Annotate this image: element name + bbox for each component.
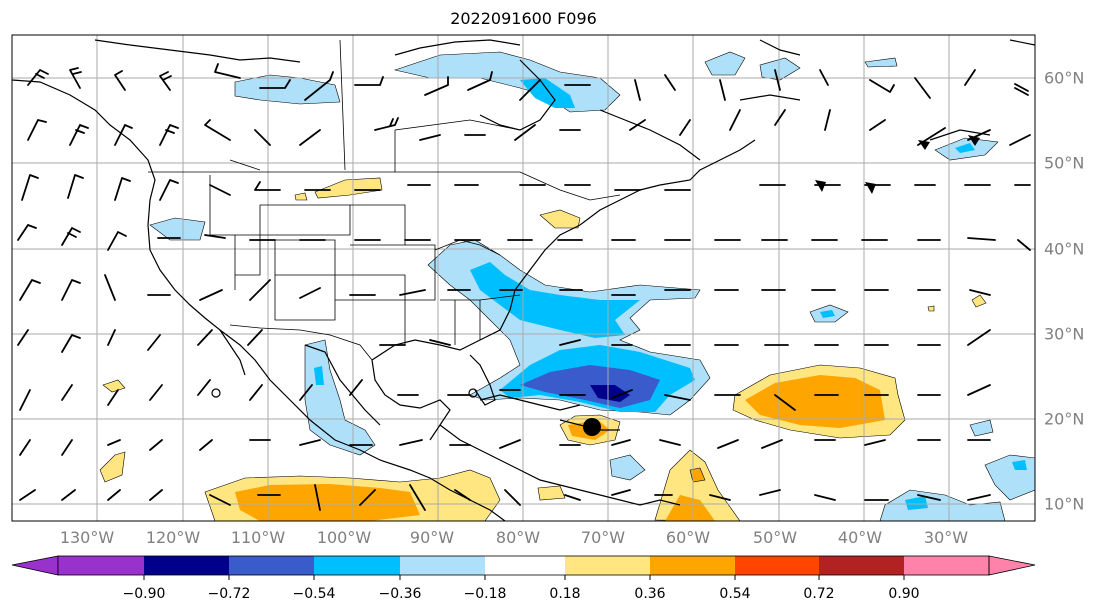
map-frame bbox=[11, 34, 1036, 522]
storm-center-marker bbox=[583, 418, 601, 436]
colorbar-bin bbox=[485, 556, 565, 575]
lat-label: 40°N bbox=[1044, 239, 1085, 259]
colorbar-tick-label: 0.36 bbox=[634, 586, 666, 602]
anomaly-region-east-us-mid bbox=[470, 262, 640, 338]
anomaly-region-canada-north bbox=[393, 51, 621, 113]
lon-label: 70°W bbox=[580, 528, 626, 547]
wind-pennants bbox=[815, 135, 980, 194]
lon-label: 130°W bbox=[59, 528, 115, 547]
lon-label: 40°W bbox=[837, 528, 883, 547]
lon-label: 30°W bbox=[923, 528, 969, 547]
colorbar-tick-label: −0.72 bbox=[207, 586, 251, 602]
colorbar-bin bbox=[400, 556, 485, 575]
colorbar-tick-label: −0.54 bbox=[292, 586, 336, 602]
anomaly-region-atlantic-east1 bbox=[969, 419, 994, 437]
colorbar-bin bbox=[819, 556, 904, 575]
colorbar-extend-high bbox=[988, 555, 1036, 576]
colorbar-bin bbox=[144, 556, 229, 575]
anomaly-region-south-atlantic bbox=[879, 489, 1006, 521]
colorbar-bin bbox=[735, 556, 819, 575]
anomaly-region-pacific-small bbox=[102, 379, 126, 393]
colorbar-tick-label: 0.18 bbox=[549, 586, 581, 602]
anomaly-region-caribbean-south bbox=[609, 454, 646, 481]
lon-label: 50°W bbox=[752, 528, 798, 547]
colorbar-bin bbox=[229, 556, 314, 575]
political-borders bbox=[148, 39, 621, 361]
lon-label: 120°W bbox=[145, 528, 201, 547]
colorbar-bin bbox=[650, 556, 735, 575]
lon-label: 100°W bbox=[316, 528, 372, 547]
anomaly-region-atlantic-north2 bbox=[759, 57, 801, 81]
pressure-contour-small bbox=[468, 388, 478, 398]
colorbar-tick-label: −0.90 bbox=[122, 586, 166, 602]
pressure-contour-small bbox=[211, 388, 221, 398]
anomaly-shading bbox=[99, 51, 1035, 521]
colorbar-tick-label: 0.54 bbox=[719, 586, 751, 602]
anomaly-region-pacific-nw bbox=[149, 217, 206, 241]
colorbar-tick-label: −0.18 bbox=[463, 586, 507, 602]
lat-label: 30°N bbox=[1044, 324, 1085, 344]
anomaly-region-caribbean-darkest bbox=[590, 385, 630, 402]
anomaly-region-atlantic-east2 bbox=[984, 454, 1035, 501]
colorbar-bin bbox=[58, 556, 144, 575]
colorbar-bin bbox=[904, 556, 989, 575]
anomaly-region-alaska bbox=[234, 74, 341, 105]
anomaly-region-atlantic-positive-mid bbox=[745, 375, 885, 428]
colorbar-tick-label: 0.72 bbox=[803, 586, 835, 602]
anomaly-region-atlantic-north bbox=[704, 51, 746, 76]
anomaly-region-mexico-west bbox=[304, 339, 376, 456]
anomaly-region-pacific-equatorial-mid bbox=[235, 484, 420, 521]
anomaly-region-northeast bbox=[539, 209, 581, 229]
anomaly-region-plains-north bbox=[314, 177, 383, 199]
colorbar bbox=[11, 555, 1036, 580]
lat-label: 10°N bbox=[1044, 494, 1085, 514]
map-title: 2022091600 F096 bbox=[450, 9, 597, 28]
colorbar-extend-low bbox=[11, 555, 59, 576]
colorbar-bin bbox=[565, 556, 650, 575]
wind-barbs bbox=[17, 63, 1031, 511]
colorbar-tick-label: 0.90 bbox=[888, 586, 920, 602]
lat-label: 20°N bbox=[1044, 409, 1085, 429]
lon-label: 80°W bbox=[495, 528, 541, 547]
colorbar-bin bbox=[314, 556, 400, 575]
lon-label: 60°W bbox=[665, 528, 711, 547]
coastlines bbox=[12, 39, 1035, 521]
colorbar-tick-label: −0.36 bbox=[378, 586, 422, 602]
lon-label: 90°W bbox=[409, 528, 455, 547]
lon-label: 110°W bbox=[230, 528, 286, 547]
anomaly-region-greenland bbox=[864, 57, 898, 68]
lat-label: 60°N bbox=[1044, 68, 1085, 88]
anomaly-region-pacific-south bbox=[99, 451, 126, 483]
lat-label: 50°N bbox=[1044, 153, 1085, 173]
